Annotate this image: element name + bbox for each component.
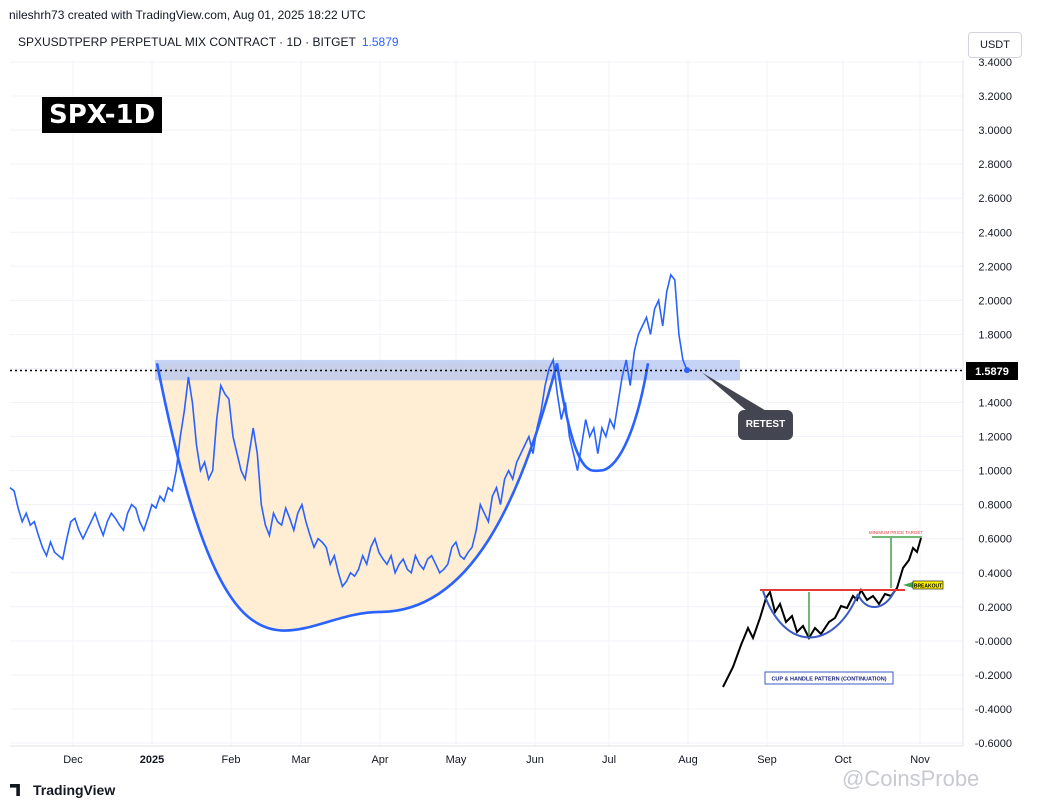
y-tick-label: 3.2000 <box>978 91 1012 103</box>
x-tick-label: Jul <box>602 754 616 766</box>
inset-breakout-arrow-icon <box>903 582 913 588</box>
price-axis[interactable]: 3.4000 3.2000 3.0000 2.8000 2.6000 2.4000 2.20… <box>975 57 1012 750</box>
tradingview-logo[interactable]: TradingView <box>10 782 115 798</box>
x-tick-label: May <box>446 754 467 766</box>
coinsprobe-watermark: @CoinsProbe <box>842 766 980 791</box>
y-tick-label: 2.8000 <box>978 159 1012 171</box>
y-tick-label: 1.2000 <box>978 432 1012 444</box>
pattern-inset: MINIMUM PRICE TARGET BREAKOUT CUP & HANDLE… <box>722 530 944 688</box>
retest-annotation: RETEST <box>738 410 793 440</box>
price-tag: 1.5879 <box>966 362 1018 380</box>
y-tick-label: 1.8000 <box>978 329 1012 341</box>
price-tag-label: 1.5879 <box>975 366 1009 378</box>
symbol-line: SPXUSDTPERP PERPETUAL MIX CONTRACT · 1D … <box>18 35 399 49</box>
y-tick-label: -0.6000 <box>975 738 1012 750</box>
y-tick-label: 3.0000 <box>978 125 1012 137</box>
x-tick-label: Feb <box>222 754 241 766</box>
time-axis[interactable]: Dec 2025 Feb Mar Apr May Jun Jul Aug Sep Oct Nov <box>63 754 930 766</box>
cup-fill <box>157 363 557 631</box>
chart-credit: nileshrh73 created with TradingView.com,… <box>9 8 366 22</box>
y-tick-label: -0.4000 <box>975 704 1012 716</box>
y-tick-label: 2.2000 <box>978 261 1012 273</box>
symbol-last-price: 1.5879 <box>361 35 399 49</box>
x-tick-label: Aug <box>678 754 698 766</box>
x-tick-label: 2025 <box>140 754 164 766</box>
inset-pattern-label: CUP & HANDLE PATTERN (CONTINUATION) <box>771 677 886 683</box>
y-tick-label: -0.2000 <box>975 670 1012 682</box>
y-tick-label: 3.4000 <box>978 57 1012 69</box>
x-tick-label: Nov <box>910 754 930 766</box>
symbol-name: SPXUSDTPERP PERPETUAL MIX CONTRACT · 1D … <box>18 35 356 49</box>
currency-button[interactable]: USDT <box>968 32 1022 58</box>
y-tick-label: 0.8000 <box>978 500 1012 512</box>
price-tag-bg <box>966 362 1018 380</box>
y-tick-label: 1.0000 <box>978 466 1012 478</box>
last-price-dot <box>684 367 690 374</box>
x-tick-label: Jun <box>526 754 544 766</box>
y-tick-label: 2.4000 <box>978 227 1012 239</box>
chart-badge: SPX-1D <box>42 97 163 133</box>
inset-breakout-box <box>912 580 944 590</box>
inset-pattern-box <box>764 671 894 685</box>
y-tick-label: 1.4000 <box>978 398 1012 410</box>
tradingview-brand: TradingView <box>33 782 116 798</box>
y-tick-label: 2.0000 <box>978 295 1012 307</box>
y-tick-label: -0.0000 <box>975 636 1012 648</box>
handle-curve <box>555 363 650 473</box>
inset-handle-curve <box>857 589 896 608</box>
inset-breakout-label: BREAKOUT <box>914 584 942 590</box>
y-tick-label: 2.6000 <box>978 193 1012 205</box>
y-tick-label: 0.6000 <box>978 534 1012 546</box>
cup-curve <box>155 363 559 632</box>
x-tick-label: Oct <box>834 754 851 766</box>
x-tick-label: Apr <box>371 754 388 766</box>
resistance-zone <box>155 359 740 381</box>
x-tick-label: Dec <box>63 754 83 766</box>
price-line <box>9 273 688 589</box>
y-tick-label: 0.2000 <box>978 602 1012 614</box>
retest-pointer <box>702 372 768 412</box>
y-tick-label: 0.4000 <box>978 568 1012 580</box>
x-tick-label: Sep <box>757 754 777 766</box>
inset-cup-curve <box>762 590 859 639</box>
tradingview-mark-icon <box>10 784 20 796</box>
inset-target-label: MINIMUM PRICE TARGET <box>869 530 924 535</box>
x-tick-label: Mar <box>292 754 311 766</box>
